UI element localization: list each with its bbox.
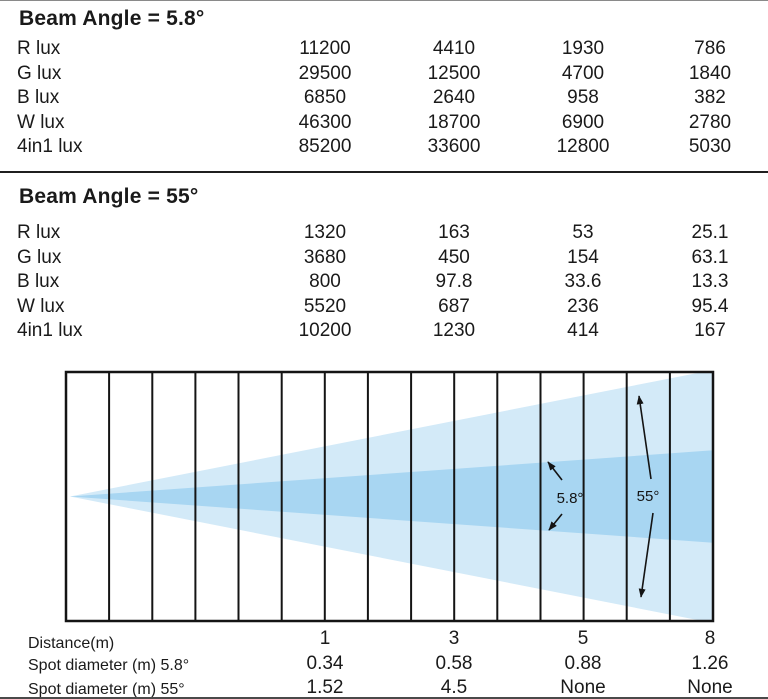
lux-value: 1930 — [561, 38, 605, 59]
row-label: Spot diameter (m) 55° — [28, 681, 185, 698]
lux-value: 687 — [438, 295, 470, 317]
lux-value: 13.3 — [691, 271, 729, 292]
narrow-angle-arrow-up — [547, 461, 563, 481]
row-label: 4in1 lux — [17, 320, 83, 341]
wide-angle-arrow-down — [638, 512, 654, 598]
table-row: G lux 29500 12500 4700 1840 — [0, 63, 768, 84]
lux-value: 85200 — [298, 136, 352, 157]
table-row: R lux 1320 163 53 25.1 — [0, 222, 768, 243]
lux-value: 2780 — [688, 111, 732, 133]
distance-tick: 8 — [704, 628, 716, 649]
lux-value: 6850 — [303, 87, 347, 108]
table-row: R lux 11200 4410 1930 786 — [0, 38, 768, 59]
lux-value: 63.1 — [691, 246, 729, 268]
table-row: B lux 6850 2640 958 382 — [0, 87, 768, 108]
lux-value: 163 — [438, 222, 470, 243]
table-row: 4in1 lux 85200 33600 12800 5030 — [0, 136, 768, 157]
distance-tick: 1 — [319, 628, 331, 649]
narrow-beam-cone — [70, 450, 713, 543]
lux-value: 95.4 — [691, 295, 729, 317]
lux-value: 25.1 — [691, 222, 729, 243]
lux-value: 236 — [567, 295, 599, 317]
row-label: R lux — [17, 38, 61, 59]
lux-value: 167 — [694, 320, 726, 341]
lux-value: 10200 — [298, 320, 352, 341]
distance-axis-label: Distance(m) — [28, 635, 115, 652]
lux-value: 382 — [694, 87, 726, 108]
row-label: R lux — [17, 222, 61, 243]
spot-diameter-value: 0.88 — [564, 653, 602, 674]
row-label: G lux — [17, 62, 62, 84]
spot-diameter-value: 4.5 — [440, 677, 468, 698]
row-label: B lux — [17, 87, 60, 108]
lux-value: 12500 — [427, 62, 481, 84]
spot-diameter-value: 1.52 — [306, 677, 344, 698]
top-rule — [0, 0, 768, 1]
distance-gridlines — [108, 372, 671, 621]
table-row: W lux 5520 687 236 95.4 — [0, 296, 768, 317]
distance-tick: 3 — [448, 628, 460, 649]
table-row: 4in1 lux 10200 1230 414 167 — [0, 320, 768, 341]
row-label: Spot diameter (m) 5.8° — [28, 657, 190, 674]
lux-value: 29500 — [298, 62, 352, 84]
lux-value: 53 — [572, 222, 594, 243]
row-label: 4in1 lux — [17, 136, 83, 157]
lux-value: 2640 — [432, 87, 476, 108]
lux-value: 800 — [309, 271, 341, 292]
lux-value: 12800 — [556, 136, 610, 157]
section-title-narrow-beam: Beam Angle = 5.8° — [19, 7, 205, 30]
wide-angle-label: 55° — [637, 488, 660, 505]
lux-value: 5520 — [303, 295, 347, 317]
section-title-wide-beam: Beam Angle = 55° — [19, 185, 199, 208]
lux-value: 46300 — [298, 111, 352, 133]
spot-diameter-value: None — [560, 677, 606, 698]
lux-value: 1230 — [432, 320, 476, 341]
lux-value: 97.8 — [435, 271, 473, 292]
section-divider — [0, 171, 768, 173]
spot-diameter-row-narrow: Spot diameter (m) 5.8° 0.34 0.58 0.88 1.… — [0, 653, 768, 674]
distance-tick: 5 — [577, 628, 589, 649]
lux-value: 1320 — [303, 222, 347, 243]
spot-diameter-value: 0.34 — [306, 653, 344, 674]
lux-value: 33600 — [427, 136, 481, 157]
lux-value: 6900 — [561, 111, 605, 133]
wide-angle-arrow-up — [636, 395, 652, 480]
lux-value: 450 — [438, 246, 470, 268]
diagram-frame — [64, 370, 715, 623]
table-row: G lux 3680 450 154 63.1 — [0, 247, 768, 268]
table-row: W lux 46300 18700 6900 2780 — [0, 112, 768, 133]
lux-value: 4700 — [561, 62, 605, 84]
lux-value: 1840 — [688, 62, 732, 84]
lux-value: 4410 — [432, 38, 476, 59]
row-label: W lux — [17, 111, 65, 133]
spot-diameter-row-wide: Spot diameter (m) 55° 1.52 4.5 None None — [0, 677, 768, 698]
distance-row: Distance(m) 1 3 5 8 — [0, 628, 768, 652]
lux-value: 11200 — [299, 38, 351, 59]
table-row: B lux 800 97.8 33.6 13.3 — [0, 271, 768, 292]
lux-value: 33.6 — [564, 271, 602, 292]
spot-diameter-value: 1.26 — [691, 653, 729, 674]
lux-value: 18700 — [427, 111, 481, 133]
row-label: B lux — [17, 271, 60, 292]
narrow-angle-arrow-down — [548, 513, 563, 531]
lux-value: 958 — [567, 87, 599, 108]
lux-value: 5030 — [688, 136, 732, 157]
lux-value: 786 — [694, 38, 726, 59]
row-label: W lux — [17, 295, 65, 317]
lux-value: 3680 — [303, 246, 347, 268]
lux-value: 414 — [567, 320, 599, 341]
lux-value: 154 — [567, 246, 599, 268]
bottom-rule — [0, 697, 768, 699]
spot-diameter-value: None — [687, 677, 733, 698]
spot-diameter-value: 0.58 — [435, 653, 473, 674]
row-label: G lux — [17, 246, 62, 268]
narrow-angle-label: 5.8° — [557, 490, 584, 507]
